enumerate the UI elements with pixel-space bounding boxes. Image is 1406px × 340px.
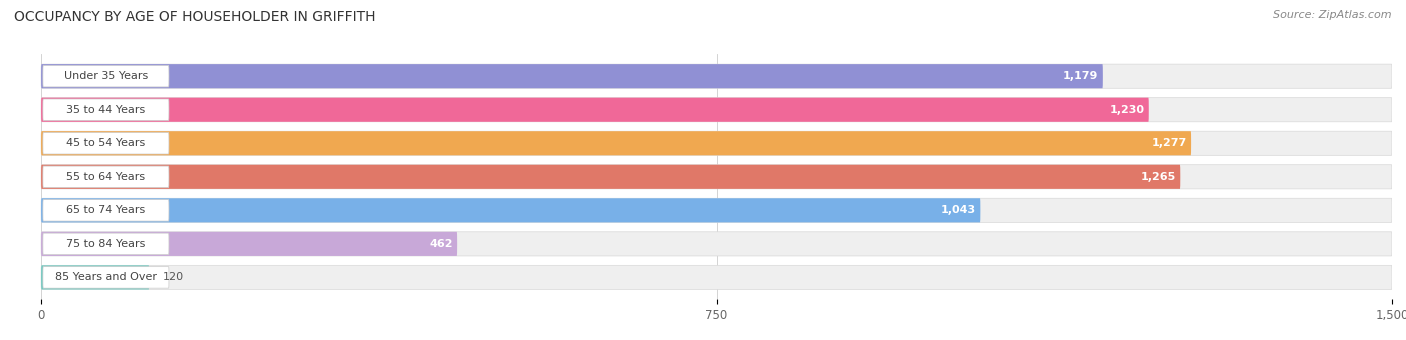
Text: 55 to 64 Years: 55 to 64 Years <box>66 172 145 182</box>
FancyBboxPatch shape <box>41 198 980 222</box>
Text: 462: 462 <box>429 239 453 249</box>
Text: Source: ZipAtlas.com: Source: ZipAtlas.com <box>1274 10 1392 20</box>
FancyBboxPatch shape <box>41 232 1392 256</box>
FancyBboxPatch shape <box>41 98 1149 122</box>
FancyBboxPatch shape <box>41 265 1392 289</box>
FancyBboxPatch shape <box>42 66 169 87</box>
FancyBboxPatch shape <box>41 165 1180 189</box>
Text: 1,277: 1,277 <box>1152 138 1187 148</box>
FancyBboxPatch shape <box>41 64 1102 88</box>
Text: 1,043: 1,043 <box>941 205 976 215</box>
Text: 35 to 44 Years: 35 to 44 Years <box>66 105 146 115</box>
Text: 1,230: 1,230 <box>1109 105 1144 115</box>
Text: 45 to 54 Years: 45 to 54 Years <box>66 138 146 148</box>
FancyBboxPatch shape <box>41 98 1392 122</box>
FancyBboxPatch shape <box>42 267 169 288</box>
Text: 85 Years and Over: 85 Years and Over <box>55 272 157 283</box>
FancyBboxPatch shape <box>41 198 1392 222</box>
FancyBboxPatch shape <box>42 233 169 255</box>
Text: 75 to 84 Years: 75 to 84 Years <box>66 239 146 249</box>
FancyBboxPatch shape <box>42 166 169 188</box>
FancyBboxPatch shape <box>41 131 1191 155</box>
Text: OCCUPANCY BY AGE OF HOUSEHOLDER IN GRIFFITH: OCCUPANCY BY AGE OF HOUSEHOLDER IN GRIFF… <box>14 10 375 24</box>
FancyBboxPatch shape <box>41 165 1392 189</box>
FancyBboxPatch shape <box>42 200 169 221</box>
Text: 1,265: 1,265 <box>1140 172 1175 182</box>
FancyBboxPatch shape <box>42 99 169 120</box>
Text: 65 to 74 Years: 65 to 74 Years <box>66 205 146 215</box>
Text: 1,179: 1,179 <box>1063 71 1098 81</box>
FancyBboxPatch shape <box>41 131 1392 155</box>
Text: Under 35 Years: Under 35 Years <box>63 71 148 81</box>
FancyBboxPatch shape <box>41 232 457 256</box>
FancyBboxPatch shape <box>42 133 169 154</box>
Text: 120: 120 <box>163 272 184 283</box>
FancyBboxPatch shape <box>41 64 1392 88</box>
FancyBboxPatch shape <box>41 265 149 289</box>
